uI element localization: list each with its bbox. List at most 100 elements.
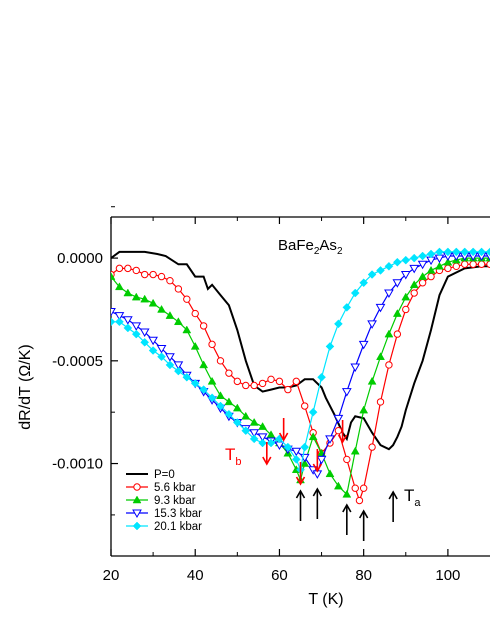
data-point [140, 337, 150, 347]
data-point [401, 255, 411, 265]
y-tick-label: 0.0000 [57, 250, 103, 267]
data-point [123, 323, 133, 333]
x-tick-label: 100 [435, 567, 460, 584]
data-point [207, 376, 217, 385]
data-point [351, 484, 359, 492]
data-point [216, 391, 225, 399]
data-point [208, 340, 216, 349]
data-point [435, 247, 444, 257]
data-point [392, 309, 402, 317]
data-point [376, 398, 385, 406]
x-tick-label: 20 [103, 567, 120, 584]
legend-marker [133, 483, 141, 491]
red-arrow-head [262, 456, 272, 466]
data-point [418, 251, 427, 261]
data-point [418, 272, 428, 280]
data-point [207, 393, 217, 403]
data-point [468, 247, 478, 257]
data-point [485, 247, 490, 257]
compound-label-sub1: 2 [314, 246, 320, 257]
data-point [182, 325, 192, 334]
data-point [257, 433, 268, 442]
data-point [308, 407, 318, 417]
data-point [292, 377, 300, 386]
red-arrow-head [337, 434, 348, 444]
data-point [451, 247, 461, 257]
data-point [444, 264, 452, 273]
tb-label-main: T [225, 445, 235, 464]
legend-label: 9.3 kbar [154, 495, 196, 507]
data-point [199, 322, 208, 330]
legend-label: P=0 [154, 469, 175, 481]
data-point [266, 438, 276, 448]
data-point [267, 375, 275, 384]
y-axis-label: dR/dT (Ω/K) [17, 344, 34, 429]
y-tick-label: -0.0010 [52, 456, 103, 473]
data-point [409, 280, 419, 289]
compound-label: BaFe2As2 [278, 237, 343, 257]
data-point [355, 496, 364, 505]
data-point [249, 434, 259, 444]
data-point [401, 292, 411, 301]
data-point [343, 455, 351, 464]
compound-label-main: BaFe [278, 237, 314, 254]
data-point [174, 285, 183, 293]
tb-label: Tb [225, 445, 242, 468]
data-point [350, 446, 360, 455]
data-point [333, 481, 343, 490]
data-point [368, 443, 376, 451]
data-point [114, 312, 125, 321]
data-point [460, 247, 470, 257]
data-point [291, 447, 302, 457]
x-tick-label: 60 [271, 567, 288, 584]
legend-marker [132, 521, 142, 531]
series-4 [111, 247, 490, 475]
legend-label: 15.3 kbar [154, 508, 202, 520]
data-point [140, 294, 150, 303]
data-point [418, 279, 427, 287]
data-point [182, 372, 192, 382]
data-point [258, 379, 267, 388]
data-point [393, 257, 402, 267]
data-point [250, 381, 258, 390]
data-point [225, 369, 233, 377]
data-point [342, 303, 352, 312]
data-point [149, 270, 157, 279]
data-point [283, 442, 293, 452]
data-point [131, 322, 142, 331]
data-point [190, 379, 200, 388]
data-point [232, 403, 242, 412]
legend-marker [132, 509, 142, 519]
red-arrow-head [295, 476, 306, 486]
data-point [376, 352, 385, 360]
data-point [275, 377, 284, 386]
data-point [241, 426, 251, 436]
data-point [409, 264, 420, 274]
data-point [334, 319, 343, 329]
data-point [216, 357, 225, 365]
data-point [122, 316, 133, 325]
data-point [427, 272, 435, 281]
data-point [308, 432, 318, 441]
data-point [165, 360, 175, 370]
x-axis-label: T (K) [308, 591, 343, 608]
data-point [132, 266, 140, 275]
data-point [402, 305, 410, 314]
data-point [477, 260, 486, 268]
data-point [115, 317, 124, 327]
x-tick-label: 80 [355, 567, 372, 584]
data-point [183, 295, 191, 303]
data-point [435, 261, 444, 270]
data-point [241, 411, 251, 420]
data-point [384, 289, 394, 299]
data-point [249, 429, 260, 438]
data-point [461, 260, 469, 268]
data-point [317, 372, 326, 382]
data-point [139, 328, 150, 338]
data-point [140, 270, 149, 279]
data-point [417, 260, 428, 270]
data-point [111, 317, 116, 327]
data-point [124, 264, 132, 273]
data-point [359, 278, 369, 288]
